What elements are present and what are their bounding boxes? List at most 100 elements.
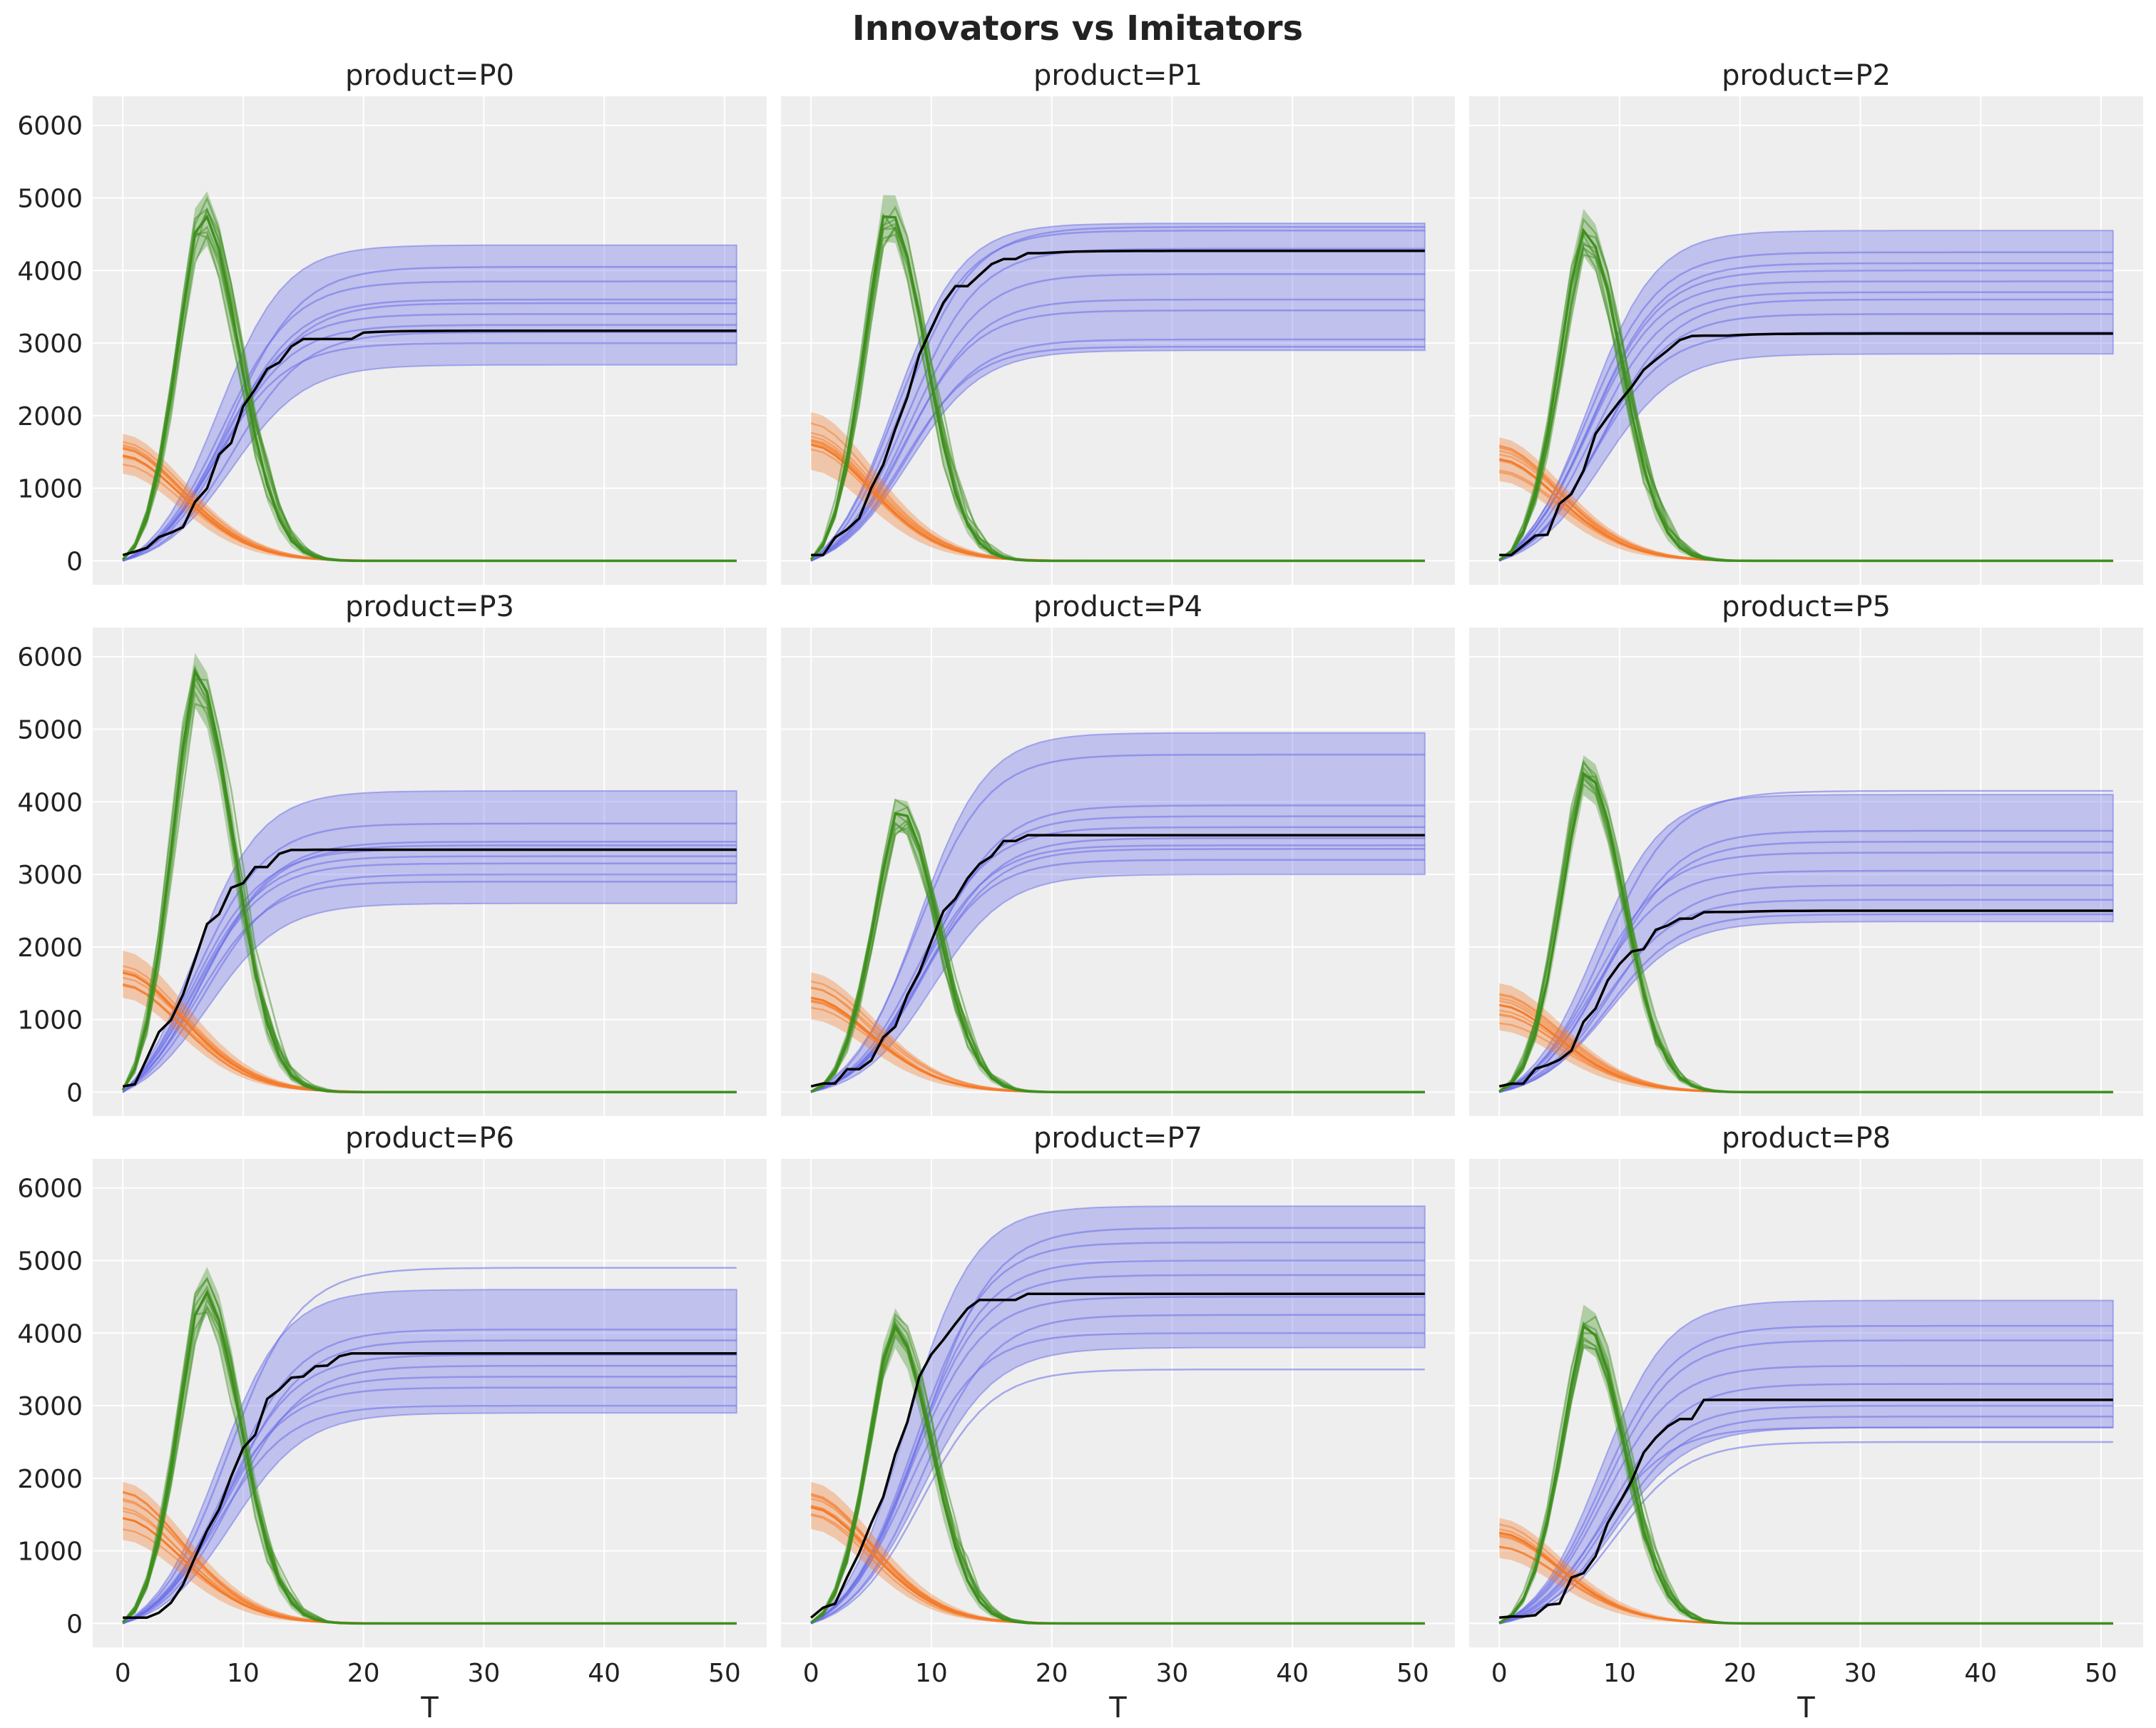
- panel-title: product=P6: [345, 1122, 514, 1155]
- gridlines: [781, 1159, 1455, 1647]
- panel-title: product=P5: [1722, 591, 1891, 623]
- adopters-sample-line: [122, 298, 737, 562]
- y-tick-label: 0: [66, 547, 83, 576]
- adopters-sample-line: [1498, 789, 2113, 1093]
- adopters-sample-line: [810, 837, 1425, 1093]
- plot-area: [1469, 1159, 2143, 1647]
- panel-title: product=P0: [345, 59, 514, 92]
- adopters-sample-line: [810, 298, 1425, 562]
- imitators-line: [810, 812, 1425, 1094]
- adopters-sample-line: [810, 1241, 1425, 1625]
- y-tick-label: 2000: [17, 402, 83, 431]
- x-tick-label: 40: [1964, 1659, 1997, 1688]
- y-tick-label: 5000: [17, 1247, 83, 1276]
- observed-line: [810, 1292, 1425, 1619]
- y-tick-label: 4000: [17, 257, 83, 286]
- adopters-sample-line: [122, 331, 737, 562]
- panel-title: product=P1: [1033, 59, 1202, 92]
- adopters-sample-line: [1498, 899, 2113, 1093]
- y-tick-label: 0: [66, 1078, 83, 1108]
- adopters-sample-line: [122, 1364, 737, 1625]
- adopters-sample-line: [810, 1227, 1425, 1625]
- gridlines: [93, 96, 767, 585]
- x-tick-label: 0: [115, 1659, 131, 1688]
- x-tick-label: 30: [1156, 1659, 1189, 1688]
- adopters-sample-line: [1498, 1324, 2113, 1625]
- imitators-line: [121, 667, 737, 1094]
- observed-line: [1499, 1399, 2113, 1620]
- x-tick-label: 50: [708, 1659, 741, 1688]
- adopters-sample-line: [810, 230, 1425, 562]
- adopters-sample-line: [1498, 1426, 2113, 1625]
- adopters-sample-line: [810, 1259, 1425, 1625]
- adopters-sample-line: [122, 1386, 737, 1625]
- panel-title: product=P4: [1033, 591, 1202, 623]
- x-tick-label: 50: [1396, 1659, 1429, 1688]
- adopters-sample-line: [122, 855, 737, 1093]
- adopters-sample-line: [122, 280, 737, 562]
- adopters-sample-line: [1498, 298, 2113, 562]
- adopters-sample-line: [1498, 1383, 2113, 1625]
- adopters-sample-line: [122, 324, 737, 562]
- adopters-sample-line: [1498, 884, 2113, 1093]
- x-axis-label: T: [420, 1692, 439, 1724]
- panel-p2: product=P2: [1469, 59, 2143, 585]
- x-tick-label: 30: [468, 1659, 501, 1688]
- y-tick-label: 1000: [17, 1538, 83, 1567]
- y-tick-label: 0: [66, 1610, 83, 1639]
- adopters-sample-line: [122, 1339, 737, 1625]
- imitators-line: [1498, 227, 2113, 563]
- x-tick-label: 0: [1491, 1659, 1508, 1688]
- y-tick-label: 5000: [17, 184, 83, 213]
- adopters-sample-line: [122, 873, 737, 1093]
- y-tick-label: 4000: [17, 1319, 83, 1349]
- y-tick-label: 6000: [17, 112, 83, 141]
- x-tick-label: 30: [1844, 1659, 1877, 1688]
- adopters-sample-line: [810, 273, 1425, 562]
- panel-p5: product=P5: [1469, 591, 2143, 1116]
- adopters-sample-line: [810, 338, 1425, 562]
- x-tick-label: 40: [588, 1659, 620, 1688]
- adopters-sample-line: [122, 1404, 737, 1625]
- plot-area: [781, 628, 1455, 1116]
- adopters-sample-line: [810, 1296, 1425, 1625]
- adopters-sample-line: [810, 753, 1425, 1093]
- adopters-hdi-band: [1498, 794, 2114, 1093]
- adopters-sample-line: [122, 313, 737, 562]
- x-tick-label: 10: [227, 1659, 260, 1688]
- adopters-sample-line: [1498, 841, 2113, 1093]
- adopters-sample-line: [122, 265, 737, 562]
- adopters-sample-line: [1498, 262, 2113, 562]
- x-axis-label: T: [1797, 1692, 1815, 1724]
- x-tick-label: 20: [1724, 1659, 1757, 1688]
- panel-title: product=P2: [1722, 59, 1891, 92]
- imitators-line: [121, 214, 737, 563]
- adopters-sample-line: [122, 302, 737, 562]
- panel-p6: product=P6 0 1000 2000 3000 4000 5000 6000 0 10 20…: [17, 1122, 767, 1724]
- adopters-sample-line: [1498, 280, 2113, 562]
- panel-p1: product=P1: [781, 59, 1455, 585]
- imitators-hdi-band: [811, 1308, 1425, 1624]
- panel-title: product=P3: [345, 591, 514, 623]
- y-tick-label: 2000: [17, 934, 83, 963]
- adopters-sample-line: [1498, 1441, 2113, 1625]
- gridlines: [1469, 628, 2143, 1116]
- adopters-sample-line: [122, 880, 737, 1093]
- adopters-hdi-band: [1498, 1299, 2114, 1625]
- gridlines: [781, 96, 1455, 585]
- y-tick-label: 3000: [17, 329, 83, 359]
- imitators-line: [122, 1289, 737, 1625]
- gridlines: [93, 1159, 767, 1647]
- plot-area: [93, 1159, 767, 1647]
- observed-line: [123, 1352, 737, 1620]
- observed-line: [122, 848, 737, 1088]
- x-tick-label: 10: [1603, 1659, 1636, 1688]
- adopters-sample-line: [810, 1368, 1425, 1625]
- adopters-sample-line: [1498, 291, 2113, 562]
- observed-line: [1499, 332, 2113, 557]
- y-tick-label: 3000: [17, 1392, 83, 1421]
- adopters-sample-line: [1498, 829, 2113, 1093]
- y-tick-label: 6000: [17, 643, 83, 673]
- x-tick-label: 20: [347, 1659, 380, 1688]
